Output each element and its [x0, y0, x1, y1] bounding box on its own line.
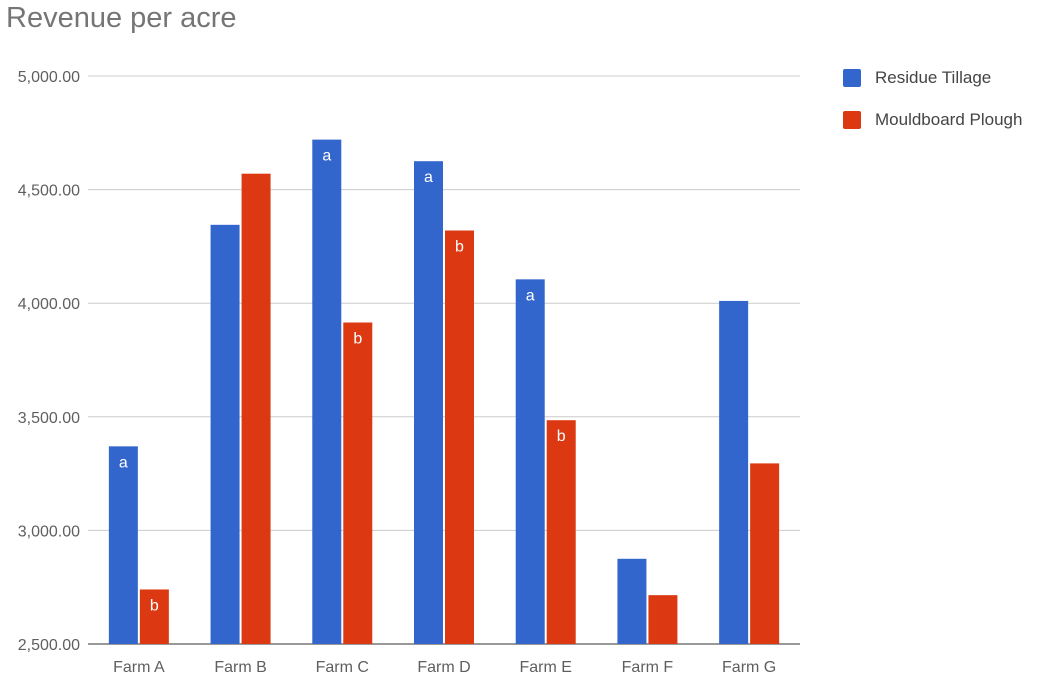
- bar-residue-tillage-farm-a[interactable]: [108, 446, 138, 644]
- bar-residue-tillage-farm-f[interactable]: [617, 558, 647, 644]
- y-tick-label: 5,000.00: [18, 69, 80, 86]
- legend: Residue Tillage Mouldboard Plough: [843, 63, 1022, 147]
- x-axis-tick-labels: Farm A Farm B Farm C Farm D Farm E Farm F Farm…: [113, 659, 776, 676]
- bar-residue-tillage-farm-b[interactable]: [210, 224, 240, 645]
- bars: [108, 139, 780, 645]
- legend-label: Mouldboard Plough: [875, 110, 1023, 129]
- y-tick-label: 4,500.00: [18, 183, 80, 200]
- y-tick-label: 3,500.00: [18, 410, 80, 427]
- x-tick-label: Farm D: [417, 659, 470, 676]
- y-tick-label: 3,000.00: [18, 523, 80, 540]
- bar-annotation-label: a: [526, 287, 535, 304]
- x-tick-label: Farm G: [722, 659, 776, 676]
- gridlines: [88, 75, 800, 645]
- bar-mouldboard-plough-farm-a[interactable]: [139, 589, 169, 644]
- legend-swatch-mouldboard-plough: [843, 111, 861, 129]
- bar-mouldboard-plough-farm-d[interactable]: [445, 230, 474, 644]
- legend-label: Residue Tillage: [875, 68, 992, 87]
- bar-mouldboard-plough-farm-c[interactable]: [343, 322, 373, 644]
- y-tick-label: 4,000.00: [18, 296, 80, 313]
- bar-mouldboard-plough-farm-e[interactable]: [546, 420, 576, 644]
- bar-mouldboard-plough-farm-g[interactable]: [750, 463, 780, 644]
- x-tick-label: Farm E: [519, 659, 571, 676]
- bar-annotations: a b a b a b a b: [119, 148, 566, 615]
- x-tick-label: Farm C: [316, 659, 369, 676]
- x-tick-label: Farm F: [622, 659, 674, 676]
- y-tick-label: 2,500.00: [18, 637, 80, 654]
- y-axis-tick-labels: 2,500.00 3,000.00 3,500.00 4,000.00 4,500.00…: [18, 69, 80, 654]
- bar-annotation-label: b: [150, 597, 159, 614]
- legend-item-mouldboard-plough[interactable]: Mouldboard Plough: [843, 105, 1022, 135]
- bar-residue-tillage-farm-c[interactable]: [312, 139, 342, 644]
- bar-annotation-label: b: [353, 331, 362, 348]
- bar-annotation-label: b: [455, 238, 464, 255]
- chart-title: Revenue per acre: [6, 2, 237, 34]
- bar-residue-tillage-farm-d[interactable]: [414, 161, 443, 644]
- bar-annotation-label: a: [322, 148, 331, 165]
- bar-residue-tillage-farm-e[interactable]: [515, 279, 545, 644]
- x-tick-label: Farm A: [113, 659, 165, 676]
- legend-swatch-residue-tillage: [843, 69, 861, 87]
- bar-residue-tillage-farm-g[interactable]: [719, 300, 749, 644]
- bar-mouldboard-plough-farm-f[interactable]: [648, 595, 678, 644]
- x-tick-label: Farm B: [214, 659, 266, 676]
- legend-item-residue-tillage[interactable]: Residue Tillage: [843, 63, 1022, 93]
- bar-mouldboard-plough-farm-b[interactable]: [241, 173, 271, 645]
- bar-annotation-label: b: [557, 428, 566, 445]
- bar-annotation-label: a: [119, 454, 128, 471]
- bar-annotation-label: a: [424, 169, 433, 186]
